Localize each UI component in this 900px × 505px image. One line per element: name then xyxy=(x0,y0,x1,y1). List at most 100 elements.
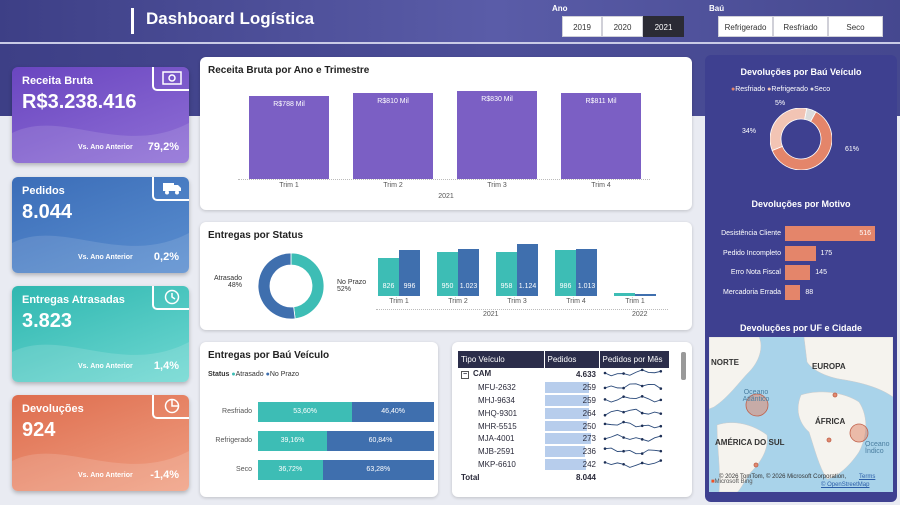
databar xyxy=(545,420,588,432)
table-row[interactable]: MJB-2591 236 xyxy=(458,445,669,458)
receita-bar[interactable] xyxy=(561,93,641,179)
motivo-bar[interactable] xyxy=(785,245,816,261)
receita-bar-label: R$810 Mil xyxy=(377,98,409,106)
filter-ano-2020[interactable]: 2020 xyxy=(602,16,643,37)
bau-bar-atrasado[interactable] xyxy=(258,402,353,422)
motivo-bar[interactable] xyxy=(785,265,811,280)
clock-icon xyxy=(152,286,189,310)
kpi-compare-label: Vs. Ano Anterior xyxy=(78,254,133,261)
bing-logo: ■Microsoft Bing xyxy=(711,479,753,485)
x-tick-label: Trim 1 xyxy=(625,298,645,305)
truck-icon xyxy=(152,177,189,201)
devolucoes-legend: ●Resfriado ●Refrigerado ●Seco xyxy=(731,86,831,93)
motivo-category-label: Desistência Cliente xyxy=(721,230,781,237)
bau-bar-noprazo[interactable] xyxy=(326,431,434,451)
motivo-bar-label: 516 xyxy=(859,230,871,237)
sparkline xyxy=(599,432,669,445)
map-attribution: © 2026 TomTom, © 2026 Microsoft Corporat… xyxy=(719,474,847,480)
receita-bar-label: R$811 Mil xyxy=(585,98,617,106)
legend-noprazo: No Prazo xyxy=(269,371,299,378)
kpi-compare-pct: 0,2% xyxy=(153,251,179,263)
donut-slice-seco[interactable] xyxy=(804,108,817,122)
devolucoes-bau-title: Devoluções por Baú Veículo xyxy=(740,67,862,77)
table-row[interactable]: MHQ-9301 264 xyxy=(458,407,669,420)
status-bar-noprazo[interactable] xyxy=(576,249,597,296)
receita-bar[interactable] xyxy=(249,95,329,179)
x-tick-label: Trim 3 xyxy=(507,298,527,305)
table-row[interactable]: MJA-4001 273 xyxy=(458,432,669,445)
vehicle-plate: MJA-4001 xyxy=(478,434,515,444)
axis-divider xyxy=(376,309,668,310)
table-group-row[interactable]: − CAM 4.633 xyxy=(458,368,669,381)
donut-label-refrigerado: 34% xyxy=(742,128,757,135)
motivo-bar[interactable] xyxy=(785,226,875,241)
vehicle-pedidos: 259 xyxy=(544,394,599,407)
filter-bau-resfriado[interactable]: Resfriado xyxy=(773,16,828,37)
bau-bar-noprazo[interactable] xyxy=(322,460,434,480)
status-bar-label: 958 xyxy=(500,283,513,290)
motivo-bar[interactable] xyxy=(785,284,801,300)
kpi-wave xyxy=(12,233,189,273)
table-row[interactable]: MKP-6610 242 xyxy=(458,458,669,471)
databar xyxy=(545,433,591,445)
kpi-value: 8.044 xyxy=(22,201,73,223)
map-osm-link[interactable]: © OpenStreetMap xyxy=(821,482,870,488)
x-tick-label: Trim 3 xyxy=(487,182,507,189)
motivo-bar-label: 88 xyxy=(805,288,814,296)
collapse-icon[interactable]: − xyxy=(461,371,469,380)
bau-bar-atrasado[interactable] xyxy=(258,460,323,480)
motivo-bar-label: 145 xyxy=(815,269,827,276)
kpi-compare-pct: -1,4% xyxy=(150,469,179,481)
filter-ano-2021[interactable]: 2021 xyxy=(643,16,684,37)
col-pedidos[interactable]: Pedidos xyxy=(544,351,600,368)
filter-bau-seco[interactable]: Seco xyxy=(828,16,883,37)
receita-bar[interactable] xyxy=(457,91,537,179)
kpi-title: Receita Bruta xyxy=(22,75,93,87)
status-bar-atrasado[interactable] xyxy=(555,250,576,296)
kpi-wave xyxy=(12,451,189,491)
map-terms-link[interactable]: Terms xyxy=(859,474,876,480)
filter-ano-2019[interactable]: 2019 xyxy=(562,16,602,37)
databar xyxy=(545,407,590,419)
map-label-atlantico: Oceano Atlântico xyxy=(742,389,770,403)
col-tipo[interactable]: Tipo Veículo xyxy=(458,351,545,368)
filter-bau-refrigerado[interactable]: Refrigerado xyxy=(718,16,773,37)
table-row[interactable]: MHJ-9634 259 xyxy=(458,394,669,407)
bau-bar-atrasado[interactable] xyxy=(258,431,327,451)
y-category-label: Refrigerado xyxy=(215,437,252,444)
kpi-card-pedidos: Pedidos 8.044 Vs. Ano Anterior 0,2% xyxy=(12,177,189,273)
status-bar-atrasado[interactable] xyxy=(378,257,399,296)
status-bar-noprazo[interactable] xyxy=(399,249,420,296)
table-total-row: Total 8.044 xyxy=(458,471,669,484)
donut-slice-resfriado[interactable] xyxy=(771,111,832,170)
vehicle-pedidos: 273 xyxy=(544,432,599,445)
map-land xyxy=(709,337,893,492)
status-bar-atrasado[interactable] xyxy=(496,251,517,296)
kpi-compare-label: Vs. Ano Anterior xyxy=(78,363,133,370)
donut-slice-refrigerado[interactable] xyxy=(770,108,808,152)
status-bar-atrasado[interactable] xyxy=(437,252,458,296)
donut-slice-atrasado[interactable] xyxy=(290,253,324,319)
status-bar-label: 1.023 xyxy=(459,283,478,290)
legend-dot-atrasado: ● xyxy=(231,371,236,378)
status-bar-label: 826 xyxy=(382,283,395,290)
status-bar-noprazo[interactable] xyxy=(458,248,479,296)
kpi-value: 924 xyxy=(22,419,56,441)
devolucoes-motivo-title: Devoluções por Motivo xyxy=(751,199,851,209)
table-row[interactable]: MHR-5515 250 xyxy=(458,420,669,433)
donut-label-resfriado: 61% xyxy=(845,146,860,153)
map-view[interactable]: NORTE EUROPA Oceano Atlântico ÁFRICA AMÉ… xyxy=(709,337,893,492)
kpi-compare-pct: 79,2% xyxy=(147,141,179,153)
bau-bar-noprazo[interactable] xyxy=(352,402,434,422)
col-pedidos-mes[interactable]: Pedidos por Mês xyxy=(599,351,670,368)
table-scrollbar[interactable] xyxy=(681,352,686,380)
table-row[interactable]: MFU-2632 259 xyxy=(458,381,669,394)
status-bar-noprazo[interactable] xyxy=(517,244,538,296)
title-accent xyxy=(131,8,134,34)
receita-bar[interactable] xyxy=(353,93,433,179)
filter-ano-label: Ano xyxy=(552,4,568,13)
kpi-value: R$3.238.416 xyxy=(22,91,137,113)
status-bar-atrasado[interactable] xyxy=(614,293,635,296)
status-bar-noprazo[interactable] xyxy=(635,293,656,296)
donut-slice-no prazo[interactable] xyxy=(258,253,296,319)
